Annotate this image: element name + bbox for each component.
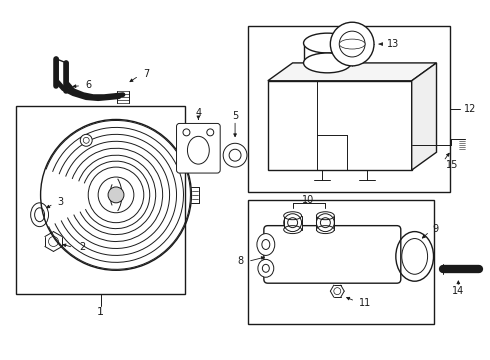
Ellipse shape (317, 226, 334, 234)
Text: 11: 11 (359, 298, 371, 308)
Text: 6: 6 (85, 80, 91, 90)
Bar (284, 216, 301, 230)
Bar (248, 26, 450, 192)
Circle shape (80, 134, 92, 146)
Bar (268, 81, 412, 170)
Text: 8: 8 (237, 256, 243, 266)
FancyBboxPatch shape (176, 123, 220, 173)
Text: 14: 14 (452, 286, 465, 296)
Polygon shape (268, 63, 437, 81)
Text: 9: 9 (433, 224, 439, 234)
Ellipse shape (339, 39, 365, 49)
Text: 12: 12 (465, 104, 477, 114)
Circle shape (108, 187, 124, 203)
Polygon shape (412, 63, 437, 170)
Ellipse shape (284, 212, 301, 220)
Ellipse shape (258, 260, 274, 277)
Bar (317, 216, 334, 230)
FancyBboxPatch shape (264, 226, 401, 283)
Bar (16, 105, 185, 294)
Ellipse shape (303, 53, 351, 73)
Text: 10: 10 (302, 195, 315, 205)
Ellipse shape (303, 33, 351, 53)
Text: 1: 1 (97, 307, 104, 317)
Text: 2: 2 (79, 243, 86, 252)
Text: 7: 7 (143, 69, 149, 79)
Bar (248, 200, 434, 324)
Text: 13: 13 (387, 39, 399, 49)
Text: 4: 4 (196, 108, 201, 117)
Circle shape (88, 167, 144, 223)
Ellipse shape (257, 234, 275, 255)
Ellipse shape (284, 226, 301, 234)
Text: 3: 3 (57, 197, 64, 207)
Ellipse shape (317, 212, 334, 220)
Text: 5: 5 (232, 112, 238, 121)
Text: 15: 15 (446, 160, 459, 170)
Circle shape (330, 22, 374, 66)
